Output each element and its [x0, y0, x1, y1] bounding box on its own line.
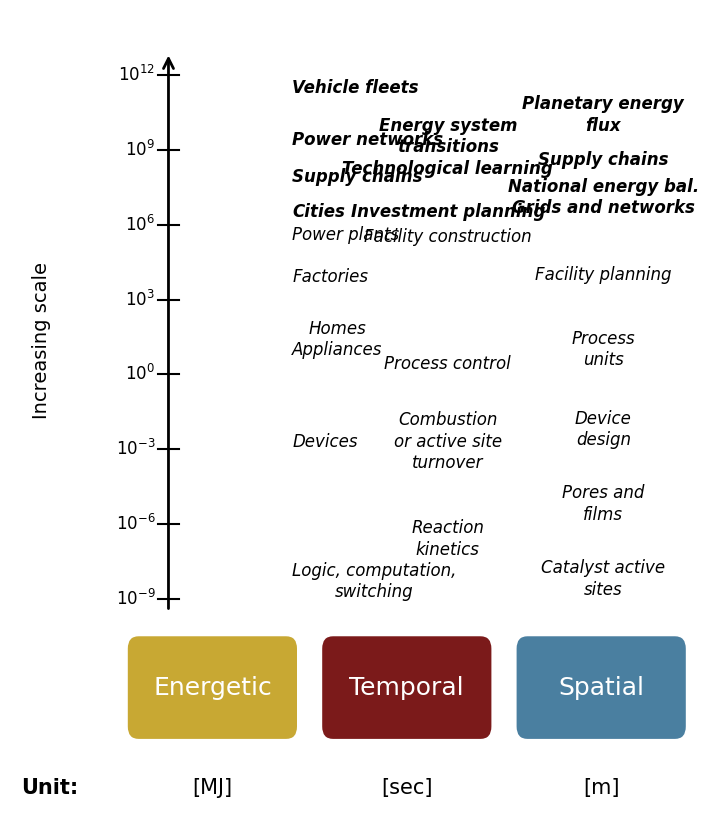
Text: Power plants: Power plants [292, 226, 400, 244]
Text: Unit:: Unit: [22, 778, 79, 798]
Text: Combustion
or active site
turnover: Combustion or active site turnover [394, 411, 502, 472]
Text: Factories: Factories [292, 268, 369, 286]
Text: [MJ]: [MJ] [192, 778, 233, 798]
Text: Process control: Process control [384, 355, 511, 374]
Text: Logic, computation,
switching: Logic, computation, switching [292, 562, 456, 601]
Text: Facility construction: Facility construction [364, 228, 531, 246]
Text: Vehicle fleets: Vehicle fleets [292, 79, 419, 97]
Text: Devices: Devices [292, 433, 358, 451]
Text: Reaction
kinetics: Reaction kinetics [411, 519, 485, 559]
Text: [sec]: [sec] [381, 778, 433, 798]
Text: Device
design: Device design [575, 410, 631, 449]
Text: National energy bal.
Grids and networks: National energy bal. Grids and networks [508, 177, 699, 217]
Text: $10^{3}$: $10^{3}$ [125, 290, 156, 310]
Text: Planetary energy
flux: Planetary energy flux [523, 95, 684, 135]
Text: Cities: Cities [292, 204, 345, 222]
Text: Supply chains: Supply chains [538, 151, 669, 169]
Text: $10^{-3}$: $10^{-3}$ [116, 439, 156, 459]
Text: Investment planning: Investment planning [351, 204, 545, 222]
Text: Power networks: Power networks [292, 131, 444, 149]
Text: Spatial: Spatial [558, 676, 644, 699]
Text: Pores and
films: Pores and films [562, 484, 644, 524]
Text: $10^{-9}$: $10^{-9}$ [115, 589, 156, 609]
Text: Facility planning: Facility planning [535, 266, 672, 283]
Text: Catalyst active
sites: Catalyst active sites [541, 559, 665, 599]
Text: Energy system
transitions
Technological learning: Energy system transitions Technological … [343, 117, 553, 178]
Text: $10^{12}$: $10^{12}$ [118, 65, 156, 85]
Text: $10^{-6}$: $10^{-6}$ [115, 514, 156, 534]
Text: $10^{6}$: $10^{6}$ [125, 214, 156, 235]
Text: Energetic: Energetic [153, 676, 271, 699]
Text: Increasing scale: Increasing scale [32, 262, 51, 420]
Text: Temporal: Temporal [349, 676, 464, 699]
Text: $10^{0}$: $10^{0}$ [125, 365, 156, 384]
Text: $10^{9}$: $10^{9}$ [125, 140, 156, 160]
Text: Supply chains: Supply chains [292, 168, 423, 186]
Text: [m]: [m] [583, 778, 619, 798]
Text: Homes
Appliances: Homes Appliances [292, 319, 383, 360]
Text: Process
units: Process units [572, 330, 635, 369]
